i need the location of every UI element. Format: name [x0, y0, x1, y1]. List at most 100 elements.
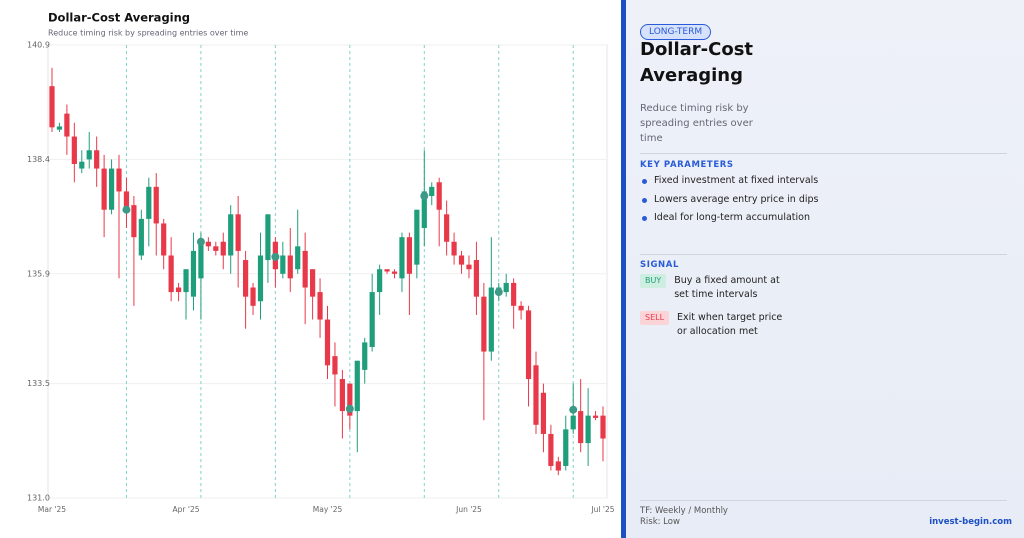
section-heading: KEY PARAMETERS — [640, 160, 734, 170]
candle-body — [161, 223, 167, 256]
candle-body — [242, 260, 249, 297]
candle-body — [116, 168, 122, 192]
candle-body — [578, 411, 584, 444]
candle-body — [190, 250, 197, 297]
chart-subtitle: Reduce timing risk by spreading entries … — [48, 29, 248, 38]
signal-tag: BUY — [640, 274, 667, 288]
candle-body — [548, 433, 554, 466]
candle-body — [265, 214, 271, 261]
candle-body — [64, 113, 70, 137]
candle-body — [175, 287, 182, 293]
candle-body — [488, 287, 494, 352]
dca-entry — [345, 404, 354, 413]
candle-body — [86, 150, 92, 160]
candle-body — [473, 260, 480, 297]
candle-body — [123, 191, 130, 210]
candle-body — [138, 218, 144, 256]
y-tick-label: 138.4 — [27, 155, 50, 164]
parameter: Lowers average entry price in dips — [640, 194, 818, 213]
dca-entry — [196, 237, 205, 246]
section-heading: SIGNAL — [640, 260, 679, 270]
candle-body — [228, 214, 234, 256]
x-tick-label: May '25 — [313, 505, 343, 514]
candle-body — [570, 415, 576, 430]
candle-body — [511, 282, 517, 306]
candle-body — [377, 269, 383, 293]
signal-text: Buy a fixed amount at set time intervals — [674, 275, 780, 300]
key-parameters: Fixed investment at fixed intervals Lowe… — [640, 175, 818, 231]
candle-body — [250, 287, 256, 306]
candle-body — [79, 161, 85, 169]
candle-body — [429, 186, 435, 196]
signal-tag: SELL — [640, 311, 670, 325]
candle-body — [220, 241, 226, 256]
candle-body — [563, 429, 569, 466]
candle-body — [213, 246, 219, 251]
y-tick-label: 140.9 — [27, 41, 50, 50]
dca-entry — [494, 288, 503, 297]
signal: SELL Exit when target price or allocatio… — [640, 311, 792, 339]
candle-body — [317, 292, 323, 320]
candle-body — [94, 150, 100, 169]
candle-body — [108, 168, 115, 210]
x-tick-label: Jun '25 — [455, 505, 482, 514]
dca-entry — [271, 252, 280, 261]
candle-body — [555, 461, 561, 471]
timeframe: TF: Weekly / Monthly — [640, 506, 728, 516]
candle-body — [287, 255, 293, 279]
panel-description: Reduce timing risk by spreading entries … — [640, 103, 753, 144]
candle-body — [235, 214, 241, 251]
chart: Dollar-Cost Averaging Reduce timing risk… — [27, 11, 615, 515]
candle-body — [153, 186, 159, 224]
candle-body — [324, 319, 331, 366]
signal-text: Exit when target price or allocation met — [677, 312, 783, 337]
candle-body — [414, 209, 420, 265]
parameter: Fixed investment at fixed intervals — [640, 175, 818, 194]
candle-body — [310, 269, 316, 297]
candle-body — [384, 269, 390, 272]
candle-body — [183, 269, 189, 293]
y-tick-label: 133.5 — [27, 379, 50, 388]
dca-entry — [569, 405, 578, 414]
dca-entry — [122, 205, 131, 214]
chart-title: Dollar-Cost Averaging — [48, 11, 190, 25]
candle-body — [525, 310, 532, 380]
candle-body — [339, 379, 345, 412]
candle-body — [131, 205, 137, 238]
plot-frame — [47, 44, 608, 499]
candle-body — [205, 241, 211, 247]
badge: LONG-TERM — [640, 24, 712, 40]
candle-body — [295, 246, 301, 270]
candle-body — [347, 383, 353, 416]
x-tick-label: Jul '25 — [590, 505, 614, 514]
candle-body — [354, 360, 360, 412]
candle-body — [168, 255, 174, 293]
candle-body — [458, 255, 465, 265]
candle-body — [518, 305, 524, 311]
candle-body — [391, 271, 398, 274]
candle-body — [451, 241, 457, 256]
y-tick-label: 135.9 — [27, 269, 50, 278]
candle-body — [466, 264, 472, 270]
candle-body — [280, 255, 286, 274]
separator — [640, 254, 1007, 255]
candle-body — [49, 86, 55, 128]
candle-body — [198, 241, 204, 279]
candle-body — [444, 214, 450, 242]
candle-body — [71, 136, 77, 164]
signal: BUY Buy a fixed amount at set time inter… — [640, 274, 789, 302]
candle-body — [436, 182, 442, 210]
candle-body — [533, 365, 539, 425]
info-panel: LONG-TERM Dollar-Cost Averaging Reduce t… — [626, 0, 1024, 538]
dca-entry — [420, 192, 429, 200]
risk: Risk: Low — [640, 517, 680, 527]
candle-body — [369, 292, 375, 347]
brand: invest-begin.com — [929, 517, 1012, 527]
candle-body — [481, 296, 487, 352]
candle-body — [406, 237, 413, 274]
candle-body — [540, 392, 547, 434]
candle-body — [101, 168, 107, 210]
candle-body — [592, 415, 599, 418]
x-tick-label: Apr '25 — [173, 505, 200, 514]
